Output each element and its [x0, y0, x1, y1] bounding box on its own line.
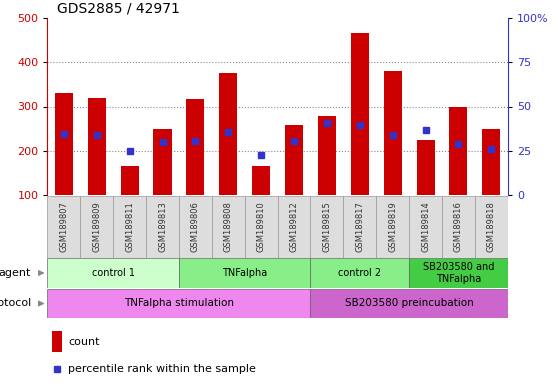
Text: GSM189813: GSM189813	[158, 201, 167, 252]
Bar	[47, 258, 179, 288]
Bar	[376, 196, 409, 258]
Bar	[416, 140, 435, 195]
Text: agent: agent	[0, 268, 31, 278]
Bar	[285, 125, 303, 195]
Bar	[310, 258, 409, 288]
Bar	[146, 196, 179, 258]
Text: GSM189816: GSM189816	[454, 201, 463, 252]
Bar	[47, 289, 310, 318]
Text: GSM189806: GSM189806	[191, 201, 200, 252]
Bar	[310, 289, 508, 318]
Text: GSM189810: GSM189810	[257, 201, 266, 252]
Text: GSM189814: GSM189814	[421, 201, 430, 252]
Text: GSM189811: GSM189811	[125, 201, 134, 252]
Bar	[121, 166, 139, 195]
Bar	[318, 116, 336, 195]
Bar	[384, 71, 402, 195]
Text: GSM189818: GSM189818	[487, 201, 496, 252]
Text: TNFalpha stimulation: TNFalpha stimulation	[124, 298, 234, 308]
Text: GSM189815: GSM189815	[323, 201, 331, 252]
Bar	[449, 106, 468, 195]
Bar	[179, 258, 310, 288]
Bar	[310, 196, 343, 258]
Bar	[245, 196, 278, 258]
Text: TNFalpha: TNFalpha	[222, 268, 267, 278]
Bar	[482, 129, 501, 195]
Bar	[88, 98, 106, 195]
Text: SB203580 and
TNFalpha: SB203580 and TNFalpha	[423, 262, 494, 284]
Text: GSM189807: GSM189807	[59, 201, 69, 252]
Bar	[409, 258, 508, 288]
Bar	[351, 33, 369, 195]
Bar	[219, 73, 237, 195]
Bar	[278, 196, 310, 258]
Bar	[55, 93, 73, 195]
Bar	[475, 196, 508, 258]
Text: protocol: protocol	[0, 298, 31, 308]
Bar	[409, 196, 442, 258]
Text: GSM189819: GSM189819	[388, 201, 397, 252]
Bar	[80, 196, 113, 258]
Bar	[113, 196, 146, 258]
Bar	[47, 196, 80, 258]
Bar	[186, 99, 204, 195]
Text: GSM189808: GSM189808	[224, 201, 233, 252]
Bar	[442, 196, 475, 258]
Bar	[153, 129, 171, 195]
Text: GSM189812: GSM189812	[290, 201, 299, 252]
Bar	[212, 196, 245, 258]
Bar	[252, 166, 270, 195]
Bar	[179, 196, 212, 258]
Text: GSM189817: GSM189817	[355, 201, 364, 252]
Bar	[52, 331, 62, 351]
Text: GDS2885 / 42971: GDS2885 / 42971	[57, 2, 180, 15]
Bar	[343, 196, 376, 258]
Text: percentile rank within the sample: percentile rank within the sample	[68, 364, 256, 374]
Text: control 1: control 1	[92, 268, 134, 278]
Text: GSM189809: GSM189809	[92, 201, 101, 252]
Text: count: count	[68, 336, 100, 346]
Text: SB203580 preincubation: SB203580 preincubation	[345, 298, 474, 308]
Text: control 2: control 2	[338, 268, 381, 278]
